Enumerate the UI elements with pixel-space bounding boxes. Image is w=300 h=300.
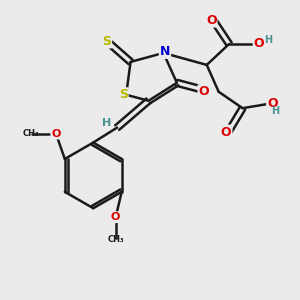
Text: H: H	[271, 106, 279, 116]
Text: S: S	[118, 88, 127, 101]
Text: O: O	[51, 129, 61, 139]
Text: O: O	[198, 85, 209, 98]
Text: CH₃: CH₃	[22, 129, 39, 138]
Text: S: S	[102, 34, 111, 47]
Text: O: O	[221, 126, 232, 139]
Text: H: H	[265, 35, 273, 45]
Text: O: O	[267, 97, 278, 110]
Text: N: N	[160, 45, 170, 58]
Text: O: O	[111, 212, 120, 222]
Text: O: O	[206, 14, 217, 27]
Text: O: O	[254, 38, 264, 50]
Text: H: H	[102, 118, 111, 128]
Text: CH₃: CH₃	[107, 235, 124, 244]
